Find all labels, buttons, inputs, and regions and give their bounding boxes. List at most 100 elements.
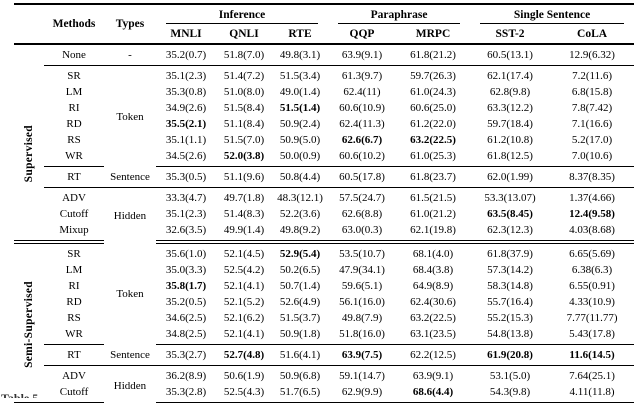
- value-cell: 52.5(4.2): [223, 264, 265, 276]
- value-cell: 50.9(1.8): [272, 326, 329, 345]
- method-cell: RT: [44, 344, 104, 366]
- method-cell: SR: [67, 70, 81, 82]
- value-cell: 59.6(5.1): [341, 280, 383, 292]
- value-cell: 35.0(3.3): [165, 264, 207, 276]
- value-cell: 63.2(22.5): [410, 312, 456, 324]
- value-cell: 35.3(0.5): [156, 166, 216, 188]
- value-cell: 54.8(13.8): [470, 326, 551, 345]
- value-cell: 68.1(4.0): [412, 248, 454, 260]
- table-row: None -35.2(0.7) 51.8(7.0) 49.8(3.1) 63.9(9.1…: [14, 44, 635, 66]
- value-cell: 62.6(6.7): [341, 134, 383, 146]
- value-cell: 36.2(8.9): [165, 370, 207, 382]
- group-header-paraphrase: Paraphrase: [328, 3, 471, 25]
- value-cell: 63.0(0.3): [328, 222, 397, 244]
- value-cell: 59.7(18.4): [487, 118, 533, 130]
- value-cell: 60.6(25.0): [410, 102, 456, 114]
- value-cell: 52.6(4.9): [279, 296, 321, 308]
- value-cell: 55.7(16.4): [487, 296, 533, 308]
- value-cell: 11.6(14.5): [550, 344, 635, 366]
- value-cell: 51.5(7.0): [223, 134, 265, 146]
- value-cell: 50.7(1.4): [279, 280, 321, 292]
- value-cell: 52.9(5.4): [279, 248, 321, 260]
- value-cell: 50.2(6.5): [279, 264, 321, 276]
- table-row: Mixup 32.6(3.5) 49.9(1.4) 49.8(9.2) 63.0(0.3…: [14, 222, 635, 244]
- value-cell: 35.2(0.5): [165, 296, 207, 308]
- method-cell: Cutoff: [44, 384, 104, 403]
- value-cell: 49.9(1.4): [216, 222, 272, 244]
- value-cell: 51.5(1.4): [279, 102, 321, 114]
- value-cell: 7.1(16.6): [571, 118, 613, 130]
- value-cell: 51.1(9.6): [216, 166, 272, 188]
- value-cell: 33.3(4.7): [165, 192, 207, 204]
- value-cell: 63.2(22.5): [410, 134, 456, 146]
- table-row: WR 34.5(2.6) 52.0(3.8) 50.0(0.9) 60.6(10.2) 6…: [14, 148, 635, 167]
- value-cell: 35.1(2.3): [165, 208, 207, 220]
- value-cell: 57.3(14.2): [487, 264, 533, 276]
- table-row: ADV Hidden 36.2(8.9) 50.6(1.9) 50.9(6.8) 59.1…: [14, 366, 634, 392]
- methods-column-header: Methods: [44, 3, 104, 45]
- method-cell: RS: [67, 312, 81, 324]
- value-cell: 61.8(37.9): [487, 248, 533, 260]
- value-cell: 62.1(19.8): [396, 222, 471, 244]
- method-cell: RD: [66, 296, 82, 308]
- method-cell: RI: [68, 102, 80, 114]
- value-cell: 51.4(7.2): [223, 70, 265, 82]
- caption-fragment: Table 5: [1, 392, 38, 398]
- value-cell: 61.0(21.2): [410, 208, 456, 220]
- group-header-single-sentence: Single Sentence: [470, 3, 635, 25]
- value-cell: 61.0(25.3): [396, 148, 471, 167]
- value-cell: 58.3(14.8): [487, 280, 533, 292]
- type-cell: Hidden: [113, 210, 147, 222]
- value-cell: 53.5(10.7): [339, 248, 385, 260]
- column-header-row: MNLI QNLI RTE QQP MRPC SST-2 CoLA: [14, 24, 635, 45]
- value-cell: 52.1(6.2): [223, 312, 265, 324]
- value-cell: 50.8(4.4): [272, 166, 329, 188]
- value-cell: 8.37(8.35): [550, 166, 635, 188]
- method-cell: Mixup: [44, 222, 104, 244]
- side-label-gutter: [14, 3, 44, 45]
- type-cell: Hidden: [113, 379, 147, 392]
- value-cell: 53.3(13.07): [484, 192, 536, 204]
- value-cell: 35.3(2.8): [156, 384, 216, 403]
- table-row: RD 35.5(2.1) 51.1(8.4) 50.9(2.4) 62.4(11.3) 6…: [14, 116, 634, 132]
- section-side-label: [14, 44, 44, 66]
- value-cell: 52.2(3.6): [279, 208, 321, 220]
- group-header-row: Methods Types Inference Paraphrase Singl…: [14, 3, 635, 45]
- column-header-mnli: MNLI: [156, 24, 216, 45]
- value-cell: 34.9(2.6): [165, 102, 207, 114]
- value-cell: 52.5(4.3): [216, 384, 272, 403]
- type-cell: Sentence: [104, 166, 156, 188]
- method-cell: LM: [65, 264, 83, 276]
- table-row: ADV Hidden 33.3(4.7) 49.7(1.8) 48.3(12.1) 57.…: [14, 188, 634, 222]
- value-cell: 50.9(5.0): [279, 134, 321, 146]
- value-cell: 4.11(11.8): [550, 384, 635, 403]
- value-cell: 50.6(1.9): [223, 370, 265, 382]
- value-cell: 61.5(21.5): [410, 192, 456, 204]
- value-cell: 53.1(5.0): [489, 370, 531, 382]
- value-cell: 60.6(10.2): [328, 148, 397, 167]
- value-cell: 34.6(2.5): [165, 312, 207, 324]
- value-cell: 68.6(4.4): [396, 384, 471, 403]
- column-header-sst2: SST-2: [470, 24, 551, 45]
- value-cell: 62.0(1.99): [470, 166, 551, 188]
- value-cell: 52.1(4.5): [223, 248, 265, 260]
- value-cell: 61.8(12.5): [470, 148, 551, 167]
- table-row: RI 35.8(1.7) 52.1(4.1) 50.7(1.4) 59.6(5.1) 64…: [14, 278, 634, 294]
- value-cell: 50.9(2.4): [279, 118, 321, 130]
- value-cell: 61.2(10.8): [487, 134, 533, 146]
- column-header-qqp: QQP: [328, 24, 397, 45]
- value-cell: 64.9(8.9): [412, 280, 454, 292]
- value-cell: 62.6(8.8): [341, 208, 383, 220]
- table-row: Cutoff 35.1(2.3) 51.4(8.3) 52.2(3.6) 62.6(8.…: [14, 206, 634, 222]
- value-cell: 34.8(2.5): [156, 326, 216, 345]
- table-row: WR 34.8(2.5) 52.1(4.1) 50.9(1.8) 51.8(16.0) 6…: [14, 326, 635, 345]
- value-cell: 63.9(9.1): [412, 370, 454, 382]
- value-cell: 35.1(2.3): [165, 70, 207, 82]
- type-cell: Token: [116, 111, 144, 124]
- value-cell: 56.1(16.0): [339, 296, 385, 308]
- value-cell: 1.37(4.66): [569, 192, 615, 204]
- method-cell: LM: [65, 86, 83, 98]
- method-cell: RI: [68, 280, 80, 292]
- method-cell: None: [44, 44, 104, 66]
- value-cell: 63.1(23.5): [396, 326, 471, 345]
